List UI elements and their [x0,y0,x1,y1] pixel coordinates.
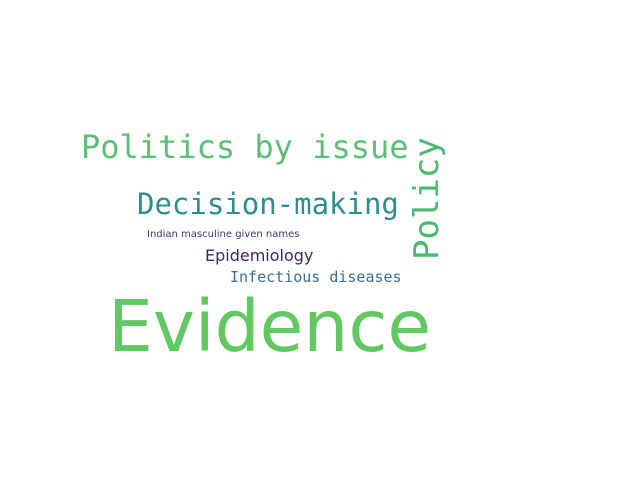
word-evidence: Evidence [108,285,432,368]
word-epidemiology: Epidemiology [205,246,314,265]
word-indian-masculine-given-names: Indian masculine given names [147,229,300,240]
word-decision-making: Decision-making [137,187,399,221]
word-infectious-diseases: Infectious diseases [230,268,402,286]
word-policy: Policy [407,137,447,260]
word-politics-by-issue: Politics by issue [81,128,409,166]
